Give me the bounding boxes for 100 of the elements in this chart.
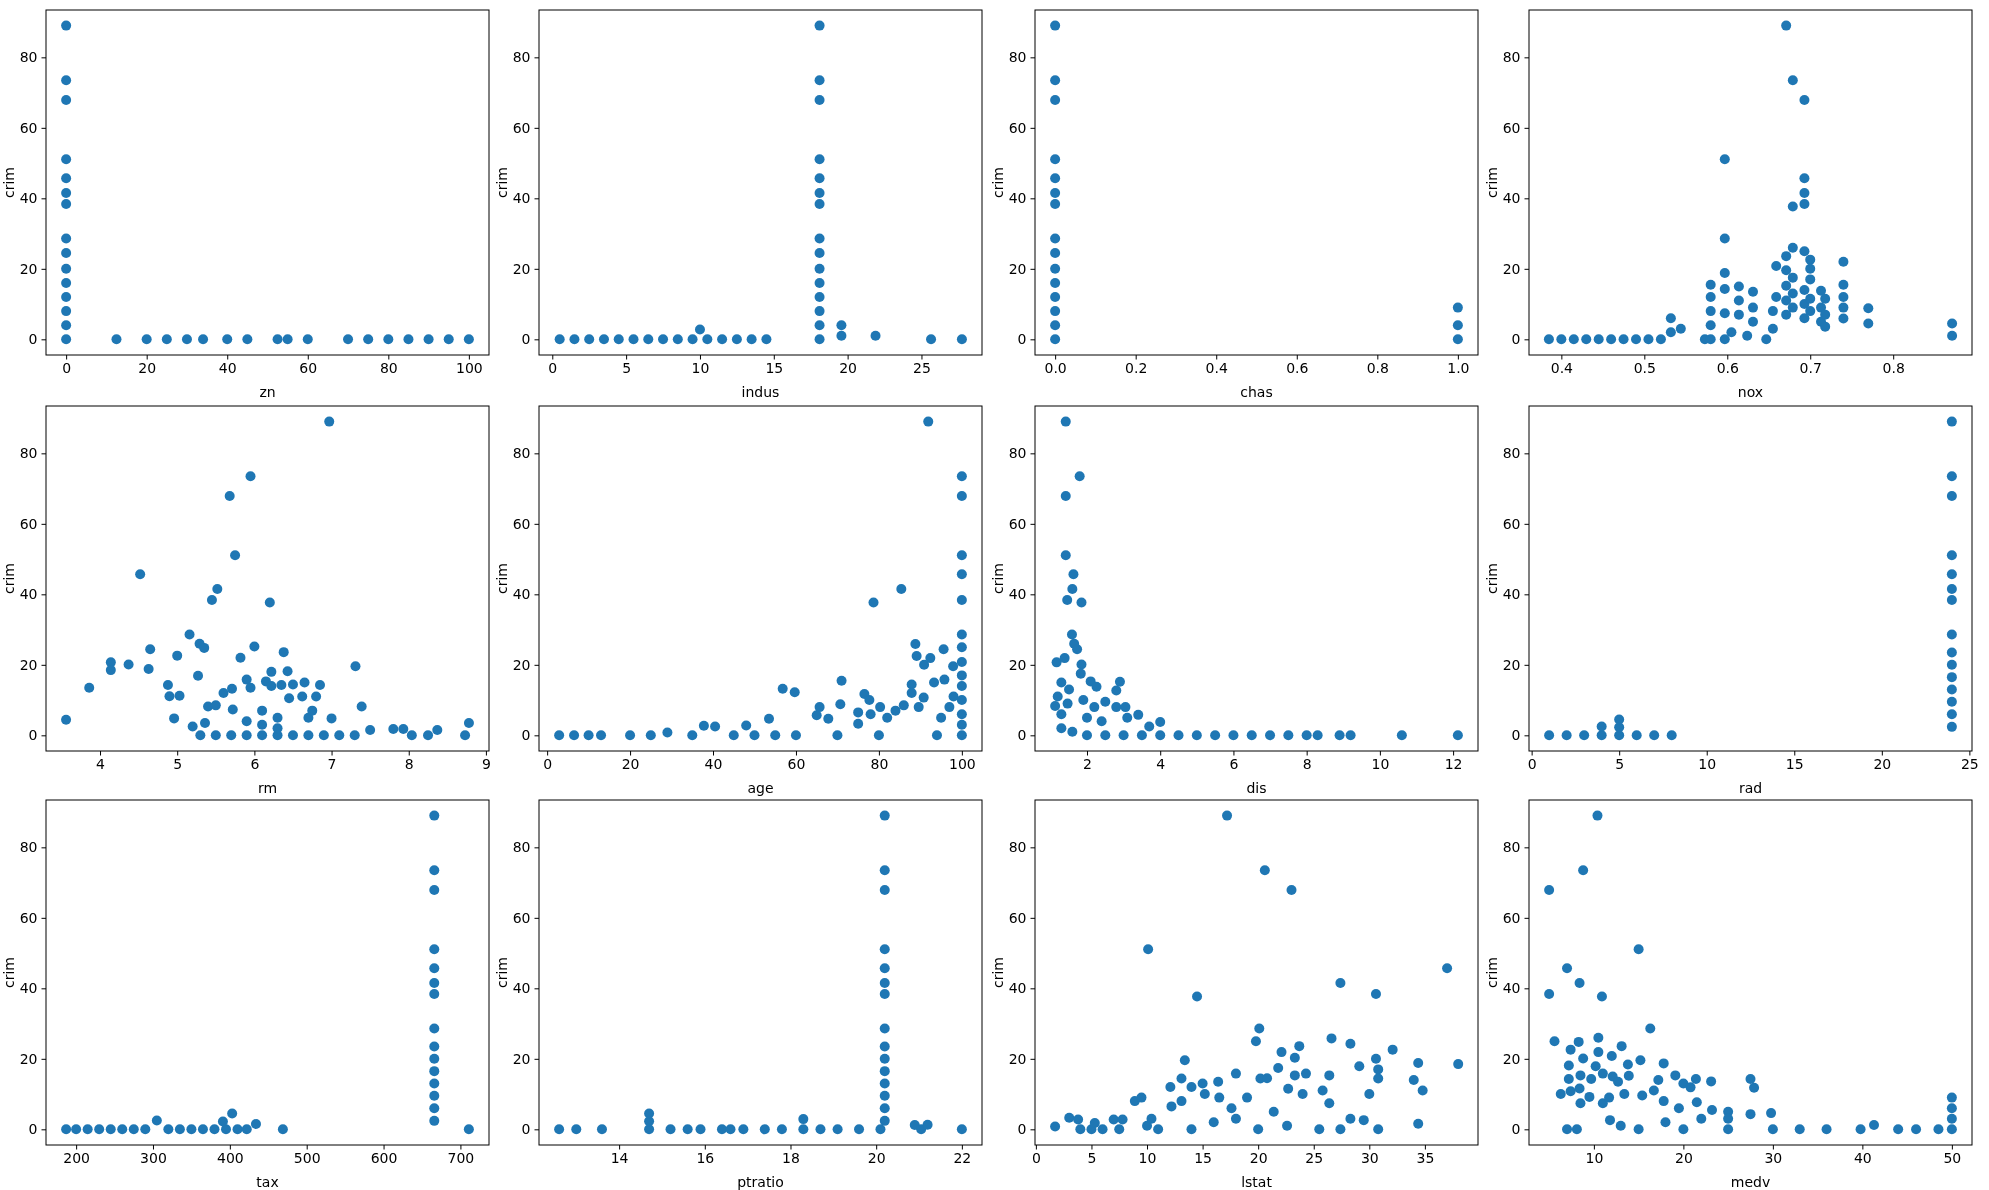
y-tick-label: 0 <box>1511 1121 1521 1138</box>
point <box>250 1119 261 1130</box>
x-tick-label: 25 <box>1960 756 1979 773</box>
point <box>1246 730 1257 741</box>
x-axis-title: nox <box>1737 384 1764 400</box>
point <box>1544 730 1555 741</box>
point <box>665 1124 676 1135</box>
point <box>1614 714 1625 725</box>
x-axis-title: rm <box>257 780 278 796</box>
y-tick-label: 80 <box>512 49 531 66</box>
point <box>241 1124 252 1135</box>
y-tick-label: 40 <box>512 190 531 207</box>
point <box>717 334 728 345</box>
point <box>61 1124 72 1135</box>
point <box>429 1078 440 1089</box>
point <box>1118 730 1129 741</box>
point <box>1283 730 1294 741</box>
x-tick-label: 20 <box>1674 1150 1693 1167</box>
point <box>272 334 283 345</box>
y-tick-label: 60 <box>1008 119 1027 136</box>
x-tick-label: 0.8 <box>1882 360 1905 377</box>
point <box>815 1124 826 1135</box>
point <box>232 1124 243 1135</box>
point <box>814 188 825 199</box>
y-tick-label: 60 <box>19 909 38 926</box>
y-tick-label: 40 <box>1008 586 1027 603</box>
point <box>1133 709 1144 720</box>
x-tick-label: 100 <box>456 360 483 377</box>
point <box>151 1115 162 1126</box>
point <box>1946 594 1957 605</box>
point <box>429 810 440 821</box>
point <box>569 334 580 345</box>
x-tick-label: 35 <box>1416 1150 1435 1167</box>
point <box>429 1023 440 1034</box>
point <box>1136 730 1147 741</box>
x-axis-title: zn <box>259 384 276 400</box>
point <box>1050 154 1061 165</box>
point <box>879 1041 890 1052</box>
point <box>429 1115 440 1126</box>
point <box>61 320 72 331</box>
x-tick-label: 600 <box>370 1150 398 1167</box>
x-tick-label: 10 <box>691 360 710 377</box>
x-tick-label: 30 <box>1764 1150 1783 1167</box>
y-axis-title: crim <box>1 167 17 198</box>
point <box>174 1124 185 1135</box>
point <box>429 1103 440 1114</box>
x-tick-label: 7 <box>327 756 337 773</box>
point <box>429 963 440 974</box>
x-tick-label: 0.2 <box>1125 360 1148 377</box>
point <box>1111 685 1122 696</box>
point <box>759 1124 770 1135</box>
point <box>814 198 825 209</box>
point <box>798 1124 809 1135</box>
x-tick-label: 15 <box>765 360 784 377</box>
point <box>1056 677 1067 688</box>
point <box>695 1124 706 1135</box>
y-tick-label: 0 <box>521 331 531 348</box>
y-tick-label: 20 <box>1008 1050 1027 1067</box>
y-tick-label: 20 <box>512 260 531 277</box>
point <box>429 978 440 989</box>
point <box>61 198 72 209</box>
point <box>832 1124 843 1135</box>
point <box>1596 721 1607 732</box>
point <box>141 334 152 345</box>
point <box>61 20 72 31</box>
point <box>1122 712 1133 723</box>
point <box>61 292 72 303</box>
point <box>1059 653 1070 664</box>
point <box>1345 730 1356 741</box>
point <box>1301 730 1312 741</box>
y-tick-label: 0 <box>1017 331 1027 348</box>
y-tick-label: 80 <box>19 445 38 462</box>
point <box>1649 730 1660 741</box>
point <box>875 1124 886 1135</box>
y-tick-label: 80 <box>1008 49 1027 66</box>
point <box>879 1103 890 1114</box>
point <box>1144 721 1155 732</box>
point <box>1067 726 1078 737</box>
point <box>1312 730 1323 741</box>
x-tick-label: 300 <box>140 1150 167 1167</box>
point <box>429 885 440 895</box>
y-tick-label: 0 <box>28 331 38 348</box>
y-tick-label: 80 <box>1008 445 1027 462</box>
point <box>814 95 825 105</box>
point <box>61 334 72 345</box>
point <box>879 1053 890 1064</box>
y-tick-label: 80 <box>512 839 531 856</box>
y-tick-label: 20 <box>19 1050 38 1067</box>
point <box>879 978 890 989</box>
y-tick-label: 60 <box>1502 909 1521 926</box>
point <box>1056 723 1067 734</box>
y-axis-title: crim <box>990 957 1006 988</box>
point <box>1096 716 1107 727</box>
x-tick-label: 100 <box>948 756 976 773</box>
y-tick-label: 60 <box>1502 515 1521 532</box>
point <box>429 1041 440 1052</box>
x-tick-label: 0 <box>1527 756 1537 773</box>
x-tick-label: 1.0 <box>1447 360 1470 377</box>
point <box>1561 730 1572 741</box>
point <box>746 334 757 345</box>
